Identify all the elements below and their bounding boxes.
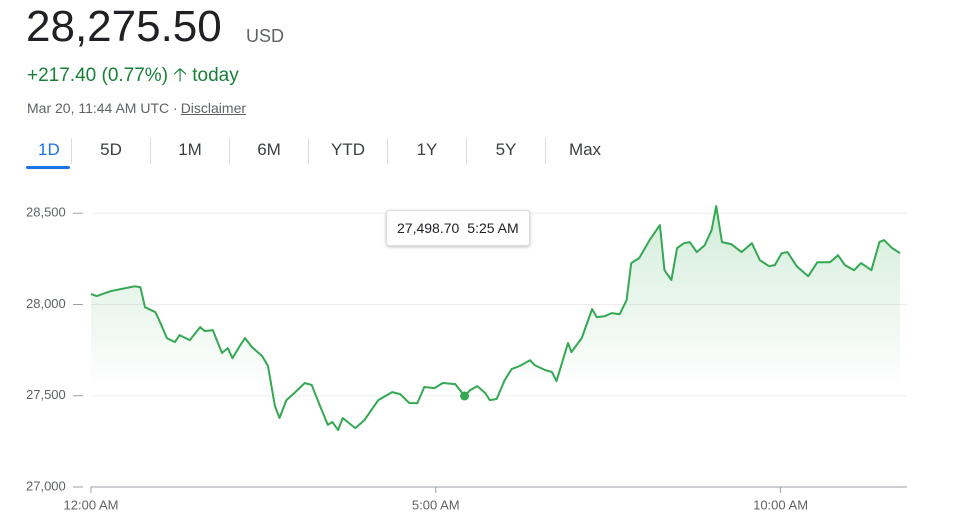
tooltip-value: 27,498.70 (397, 220, 460, 236)
change-value: +217.40 (0.77%) (27, 65, 169, 86)
range-tab[interactable]: 1Y (387, 138, 466, 164)
timestamp: Mar 20, 11:44 AM UTC · (27, 100, 178, 116)
range-tab[interactable]: Max (545, 138, 624, 164)
disclaimer[interactable]: Disclaimer (180, 100, 247, 116)
period: today (192, 65, 239, 86)
x-tick-label: 5:00 AM (412, 497, 460, 512)
range-tabs: 1D 5D 1M 6M YTD 1Y 5Y Max (26, 138, 624, 169)
hover-point (460, 391, 470, 401)
x-tick-label: 12:00 AM (64, 497, 119, 512)
y-tick-label: 27,000 (26, 478, 66, 493)
y-tick-label: 27,500 (26, 387, 66, 402)
y-tick-label: 28,500 (26, 205, 66, 220)
price-line (90, 205, 901, 432)
area (91, 206, 901, 487)
timestamp-row: Mar 20, 11:44 AM UTC · Disclaimer (27, 100, 246, 116)
range-tab[interactable]: YTD (308, 138, 387, 164)
tooltip-time: 5:25 AM (467, 220, 519, 236)
change: +217.40 (0.77%) 🡡 today (27, 61, 239, 93)
x-tick-label: 10:00 AM (753, 497, 808, 512)
tooltip: 27,498.70 5:25 AM (386, 210, 530, 246)
price: 28,275.50 (26, 2, 222, 51)
up-arrow: 🡡 (173, 65, 187, 86)
range-tab[interactable]: 1D (26, 138, 71, 169)
currency: USD (246, 26, 285, 46)
y-tick-label: 28,000 (26, 296, 66, 311)
range-tab[interactable]: 5Y (466, 138, 545, 164)
range-tab[interactable]: 5D (71, 138, 150, 164)
range-tab[interactable]: 6M (229, 138, 308, 164)
range-tab[interactable]: 1M (150, 138, 229, 164)
